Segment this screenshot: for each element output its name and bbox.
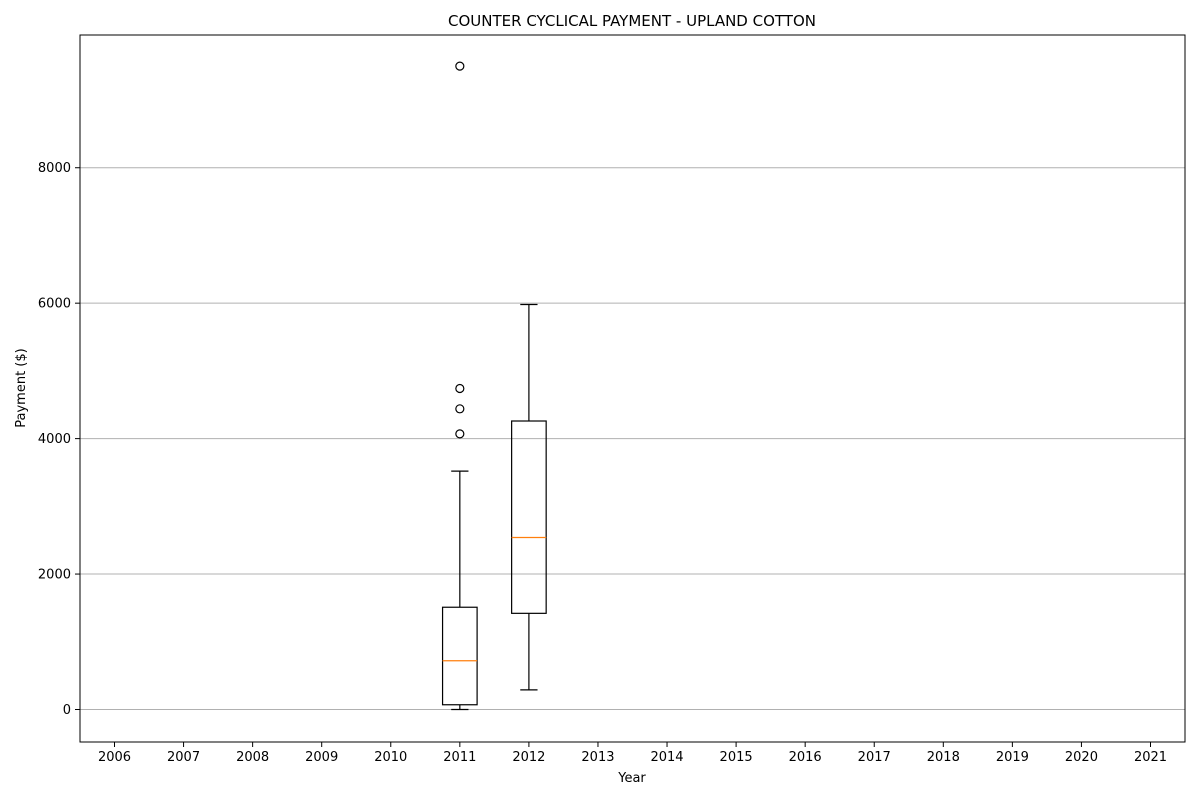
boxes [441,61,547,711]
x-tick-label: 2019 [996,750,1029,765]
x-tick-label: 2008 [236,750,269,765]
y-axis-label: Payment ($) [14,348,29,427]
y-tick-label: 4000 [38,432,71,447]
x-tick-label: 2021 [1134,750,1167,765]
plot-frame [79,34,1186,743]
x-tick-label: 2011 [443,750,476,765]
chart-title: COUNTER CYCLICAL PAYMENT - UPLAND COTTON [448,12,816,30]
grid-lines [80,167,1185,710]
x-tick-label: 2018 [927,750,960,765]
iqr-box [441,606,478,706]
x-tick-label: 2010 [374,750,407,765]
y-tick-label: 8000 [38,161,71,176]
x-tick-label: 2014 [650,750,683,765]
x-tick-label: 2015 [720,750,753,765]
x-tick-label: 2016 [789,750,822,765]
x-tick-label: 2020 [1065,750,1098,765]
box-2012 [511,303,547,691]
x-axis-ticks: 2006 2007 2008 2009 2010 2011 2012 2013 2014 2015… [98,742,1167,765]
outlier-point [455,429,465,439]
x-tick-label: 2013 [581,750,614,765]
x-tick-label: 2012 [512,750,545,765]
outlier-point [455,61,465,71]
outlier-point [455,383,465,394]
y-tick-label: 2000 [38,568,71,583]
x-axis-label: Year [617,771,646,786]
y-tick-label: 6000 [38,297,71,312]
x-tick-label: 2006 [98,750,131,765]
y-axis-ticks: 0 2000 4000 6000 8000 [38,161,80,718]
x-tick-label: 2007 [167,750,200,765]
outlier-point [455,404,465,414]
box-2011 [441,61,478,711]
x-tick-label: 2009 [305,750,338,765]
y-tick-label: 0 [63,703,71,718]
iqr-box [511,420,547,614]
x-tick-label: 2017 [858,750,891,765]
